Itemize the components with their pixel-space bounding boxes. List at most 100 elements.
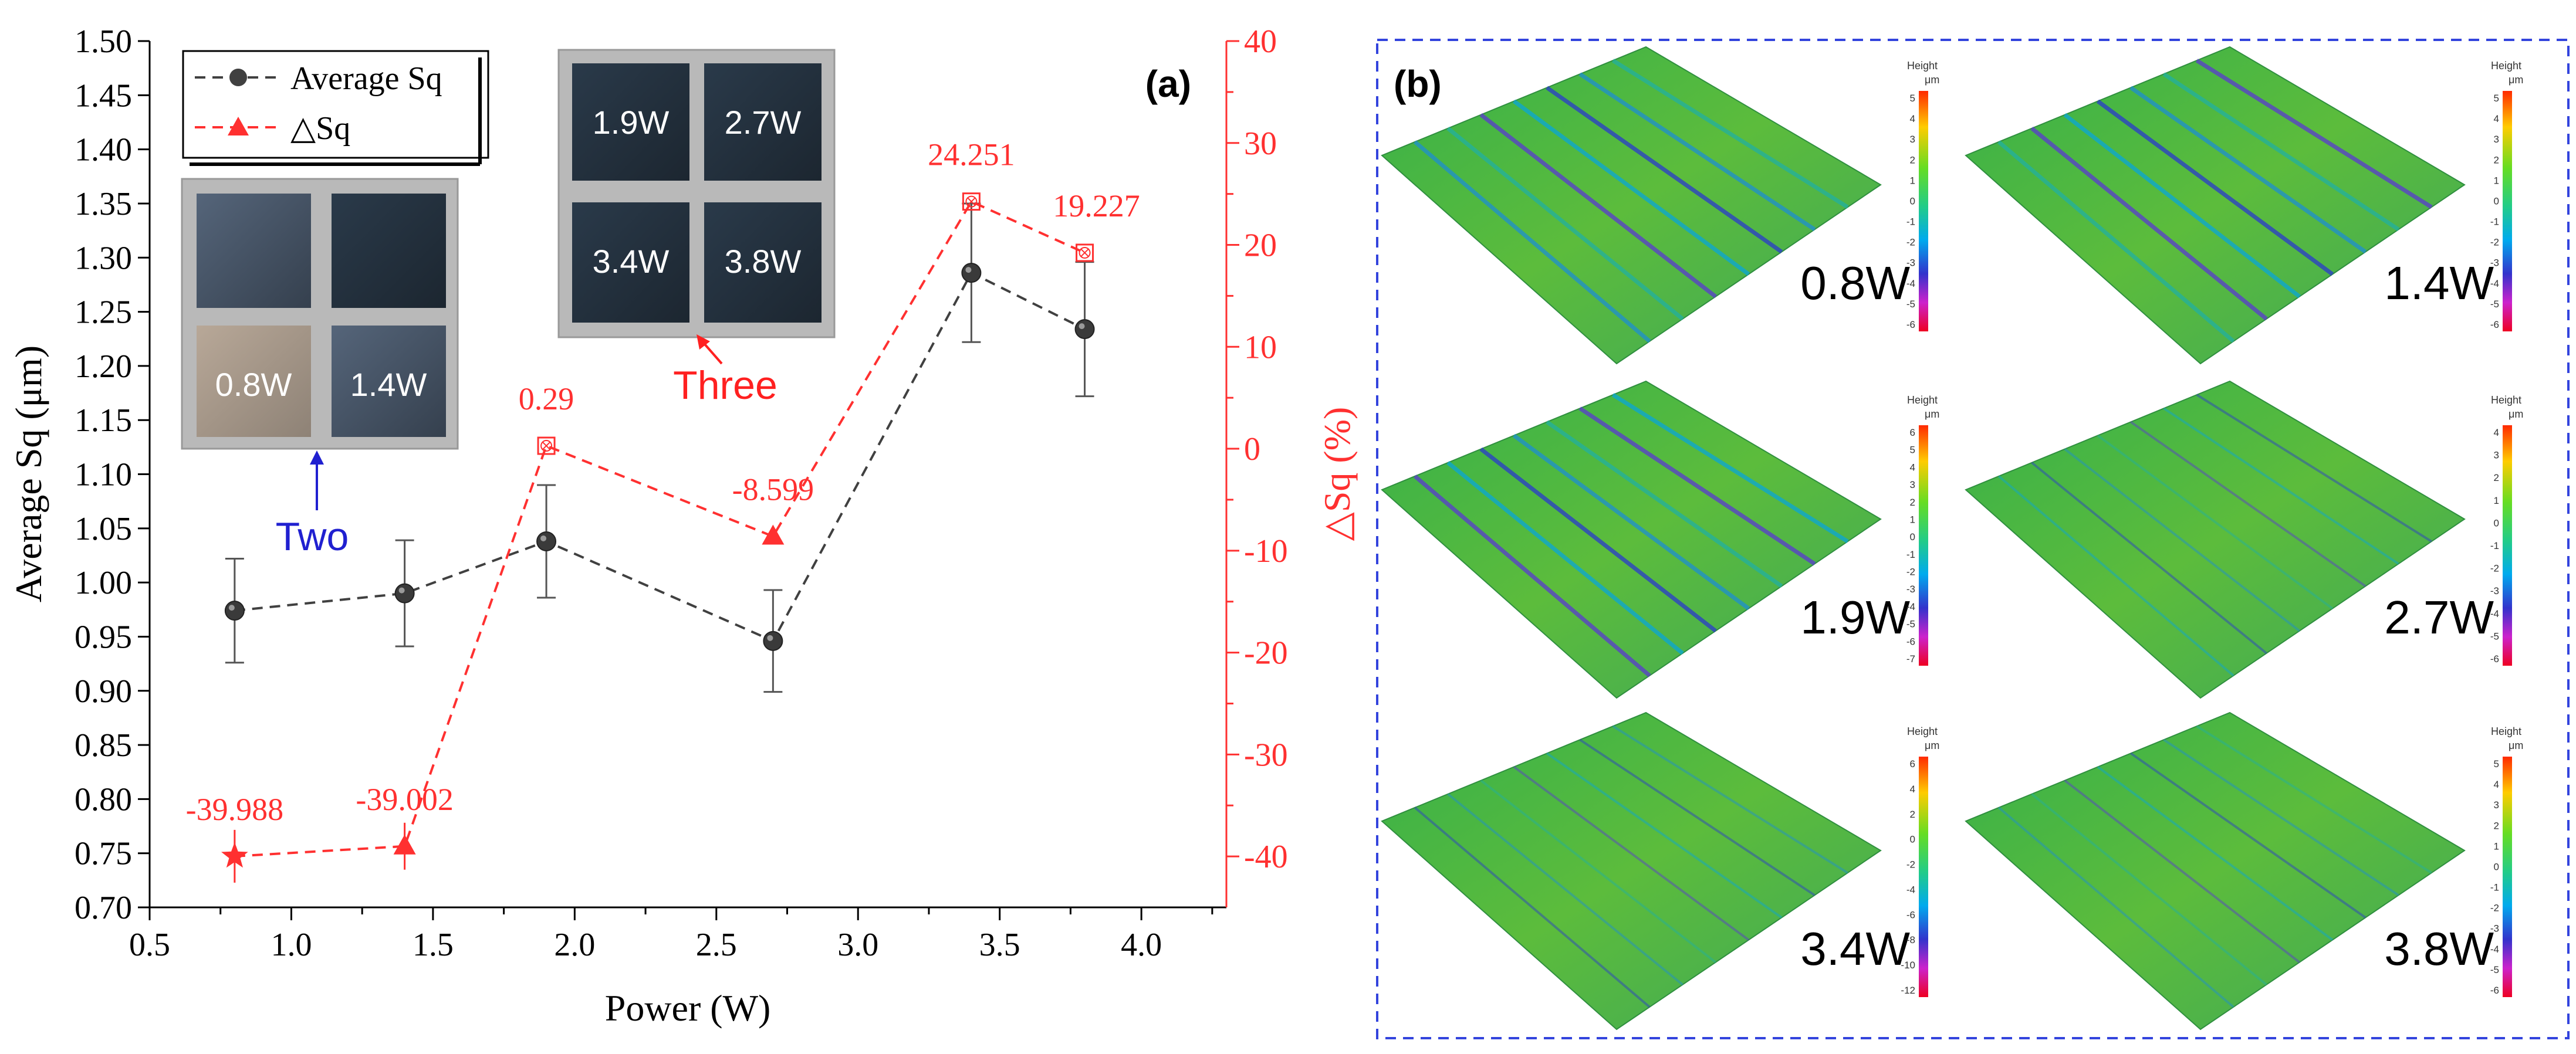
colorbar-tick-label: -5: [2490, 964, 2499, 975]
colorbar-unit: μm: [2509, 408, 2523, 420]
surface-stripe: [1480, 780, 1716, 964]
legend: Average Sq △Sq: [182, 50, 489, 166]
colorbar-tick-label: 4: [1910, 784, 1915, 795]
panel-a-chart: 0.5 1.0 1.5 2.0 2.5 3.0 3.5 4.0 0.70 0.75 0.80 0.8…: [8, 23, 1358, 1029]
surface-stripe: [1579, 738, 1816, 896]
y-tick-label: 1.45: [75, 77, 132, 114]
point-delta-sq: [1076, 243, 1094, 262]
colorbar-tick-label: -5: [2490, 631, 2499, 642]
surface-stripe: [1997, 475, 2234, 677]
y2-tick-label: 40: [1244, 23, 1277, 60]
colorbar: [2503, 91, 2512, 331]
x-tick-label: 3.0: [837, 927, 878, 963]
point-delta-sq: [962, 192, 981, 211]
colorbar-tick-label: -1: [2490, 540, 2499, 551]
panel-b-border: [1376, 39, 2570, 1039]
point-average-sq: [961, 263, 982, 283]
x-ticks: 0.5 1.0 1.5 2.0 2.5 3.0 3.5 4.0: [129, 907, 1213, 963]
y-tick-label: 1.00: [75, 565, 132, 601]
surface-map: 1.4W Height μm 5 4 3 2 1 0 -1 -2 -3 -4 -5 -6: [1965, 46, 2523, 365]
y2-axis-title: △Sq (%): [1316, 407, 1358, 541]
y2-tick-label: 0: [1244, 431, 1260, 467]
colorbar-title: Height: [2491, 726, 2521, 737]
data-label-delta-sq: -8.599: [732, 472, 814, 507]
y-tick-label: 1.10: [75, 457, 132, 493]
y-tick-label: 1.20: [75, 348, 132, 385]
colorbar-tick-label: 0: [1910, 834, 1915, 845]
colorbar-tick-label: 2: [2494, 820, 2499, 831]
surface-stripe: [2130, 421, 2367, 588]
colorbar-tick-label: -5: [1906, 299, 1915, 310]
surface-map: 0.8W Height μm 5 4 3 2 1 0 -1 -2 -3 -4 -5 -6: [1381, 46, 1939, 365]
surface-stripe: [1512, 433, 1750, 611]
colorbar-tick-label: -3: [2490, 585, 2499, 597]
colorbar-tick-label: 5: [2494, 93, 2499, 104]
surface-stripe: [1479, 447, 1717, 633]
colorbar-title: Height: [2491, 60, 2521, 72]
colorbar-tick-label: 5: [1910, 445, 1915, 456]
y2-tick-label: 20: [1244, 228, 1277, 264]
surface-stripe: [2096, 99, 2334, 276]
callout-label-three: Three: [673, 363, 777, 408]
surface-stripe: [1611, 393, 1849, 544]
data-label-delta-sq: 24.251: [928, 137, 1015, 172]
callout-arrowhead-two: [310, 450, 324, 465]
y2-tick-label: -40: [1244, 839, 1288, 875]
colorbar-tick-label: -2: [1906, 567, 1915, 578]
legend-marker-delta-sq: [228, 117, 249, 135]
surface-stripe: [1578, 406, 1816, 566]
surface-stripe: [1413, 140, 1651, 343]
point-highlight: [965, 267, 972, 273]
colorbar-unit: μm: [1925, 740, 1939, 751]
line-delta-sq: [234, 200, 1086, 858]
y-axis-title: Average Sq (μm): [8, 345, 49, 602]
surface-stripe: [2063, 113, 2301, 299]
surface-stripe: [2163, 407, 2399, 565]
surface-stripe: [2064, 780, 2300, 964]
x-tick-label: 4.0: [1121, 927, 1162, 963]
x-tick-label: 0.5: [129, 927, 170, 963]
surface-stripe: [1512, 99, 1750, 276]
surface-stripe: [2195, 59, 2433, 209]
colorbar-unit: μm: [2509, 740, 2523, 751]
data-label-delta-sq: -39.002: [356, 782, 453, 817]
surface-map-label: 2.7W: [2384, 591, 2494, 643]
surface-stripe: [1479, 113, 1717, 299]
colorbar-tick-label: -10: [1901, 960, 1915, 971]
surface-stripe: [1997, 806, 2234, 1008]
legend-marker-average-sq: [229, 69, 247, 86]
colorbar-tick-label: -6: [2490, 653, 2499, 665]
colorbar-tick-label: 2: [2494, 154, 2499, 165]
x-tick-label: 3.5: [979, 927, 1020, 963]
surface-stripe: [2097, 434, 2334, 610]
surface-map: 2.7W Height μm 4 3 2 1 0 -1 -2 -3 -4 -5 -6: [1965, 380, 2523, 699]
colorbar-tick-label: -3: [2490, 923, 2499, 934]
colorbar-tick-label: -6: [1906, 909, 1915, 920]
colorbar-tick-label: -6: [1906, 636, 1915, 647]
colorbar-tick-label: -1: [2490, 882, 2499, 893]
colorbar-tick-label: -4: [1906, 601, 1915, 612]
colorbar: [2503, 425, 2512, 666]
y2-tick-label: 30: [1244, 126, 1277, 162]
colorbar-tick-label: -3: [1906, 257, 1915, 269]
inset-three-tile-label: 2.7W: [725, 104, 802, 141]
point-delta-sq: [393, 834, 416, 855]
callout-arrowhead-three: [697, 334, 710, 350]
point-highlight: [398, 587, 405, 594]
surface-map-label: 3.4W: [1800, 923, 1910, 975]
x-tick-label: 1.5: [413, 927, 454, 963]
surface-stripe: [1413, 475, 1651, 677]
x-tick-label: 1.0: [271, 927, 312, 963]
y-tick-label: 0.90: [75, 673, 132, 710]
colorbar-tick-label: 2: [1910, 497, 1915, 508]
y-tick-label: 1.15: [75, 402, 132, 439]
surface-stripe: [1546, 420, 1783, 588]
point-average-sq: [224, 601, 245, 621]
panel-label-a: (a): [1145, 63, 1191, 105]
callout-label-two: Two: [276, 514, 349, 559]
colorbar-tick-label: -8: [1906, 934, 1915, 945]
colorbar-tick-label: -2: [1906, 237, 1915, 248]
colorbar: [1919, 91, 1928, 331]
inset-two-tile-label: 1.4W: [350, 366, 427, 403]
colorbar-title: Height: [2491, 394, 2521, 406]
